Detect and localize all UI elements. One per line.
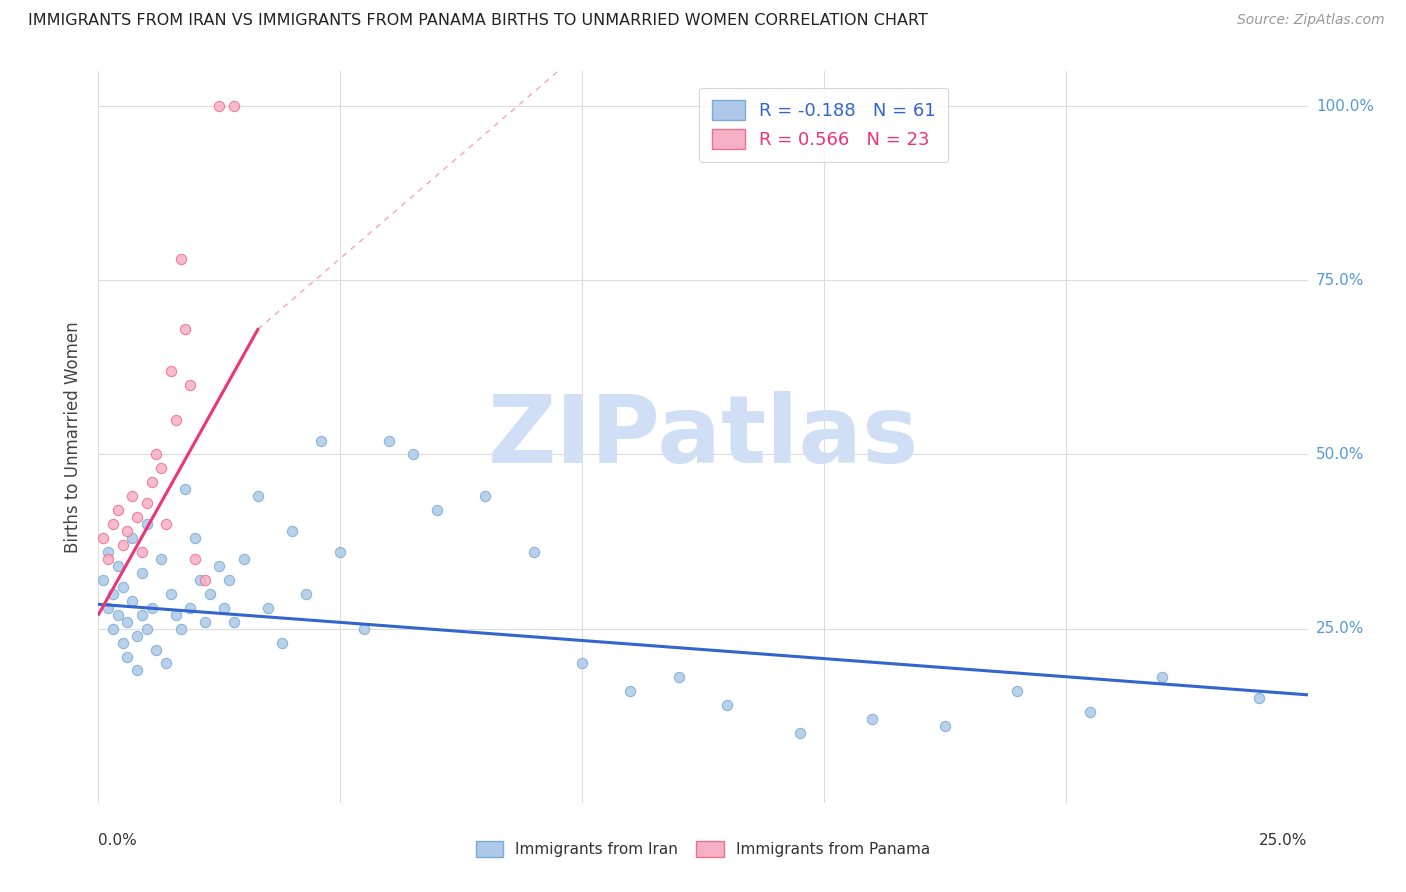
Text: IMMIGRANTS FROM IRAN VS IMMIGRANTS FROM PANAMA BIRTHS TO UNMARRIED WOMEN CORRELA: IMMIGRANTS FROM IRAN VS IMMIGRANTS FROM …: [28, 13, 928, 29]
Point: [1249, 691, 1271, 706]
Point: [281, 524, 304, 538]
Point: [107, 558, 129, 573]
Text: Source: ZipAtlas.com: Source: ZipAtlas.com: [1237, 13, 1385, 28]
Point: [184, 531, 207, 545]
Point: [135, 622, 157, 636]
Y-axis label: Births to Unmarried Women: Births to Unmarried Women: [65, 321, 83, 553]
Point: [155, 657, 177, 671]
Point: [222, 99, 245, 113]
Point: [169, 622, 191, 636]
Point: [145, 448, 167, 462]
Point: [198, 587, 221, 601]
Point: [179, 377, 201, 392]
Point: [474, 489, 496, 503]
Point: [150, 461, 173, 475]
Point: [160, 587, 183, 601]
Point: [523, 545, 546, 559]
Point: [256, 600, 278, 615]
Point: [232, 552, 254, 566]
Point: [295, 587, 318, 601]
Point: [188, 573, 211, 587]
Point: [135, 517, 157, 532]
Point: [111, 538, 134, 552]
Point: [141, 600, 163, 615]
Point: [145, 642, 167, 657]
Point: [619, 684, 641, 698]
Point: [194, 615, 217, 629]
Point: [184, 552, 207, 566]
Point: [91, 531, 114, 545]
Point: [107, 607, 129, 622]
Point: [668, 670, 690, 684]
Point: [174, 322, 197, 336]
Legend: Immigrants from Iran, Immigrants from Panama: Immigrants from Iran, Immigrants from Pa…: [468, 833, 938, 864]
Point: [222, 615, 245, 629]
Text: 50.0%: 50.0%: [1316, 447, 1364, 462]
Point: [1078, 705, 1101, 719]
Point: [218, 573, 240, 587]
Point: [121, 489, 143, 503]
Text: 25.0%: 25.0%: [1316, 621, 1364, 636]
Point: [377, 434, 399, 448]
Point: [860, 712, 883, 726]
Point: [97, 600, 120, 615]
Point: [117, 649, 139, 664]
Point: [91, 573, 114, 587]
Point: [101, 587, 124, 601]
Point: [165, 607, 187, 622]
Point: [247, 489, 270, 503]
Point: [131, 566, 153, 580]
Point: [107, 503, 129, 517]
Point: [571, 657, 593, 671]
Point: [160, 364, 183, 378]
Point: [121, 531, 143, 545]
Point: [111, 580, 134, 594]
Point: [165, 412, 187, 426]
Point: [117, 524, 139, 538]
Point: [141, 475, 163, 490]
Point: [97, 552, 120, 566]
Point: [353, 622, 375, 636]
Point: [150, 552, 173, 566]
Point: [934, 719, 956, 733]
Point: [789, 726, 811, 740]
Point: [169, 252, 191, 267]
Point: [426, 503, 449, 517]
Text: 100.0%: 100.0%: [1316, 99, 1374, 113]
Point: [131, 607, 153, 622]
Point: [174, 483, 197, 497]
Point: [101, 517, 124, 532]
Point: [127, 510, 149, 524]
Point: [208, 558, 231, 573]
Point: [97, 545, 120, 559]
Point: [1007, 684, 1029, 698]
Text: ZIPatlas: ZIPatlas: [488, 391, 918, 483]
Point: [179, 600, 201, 615]
Point: [194, 573, 217, 587]
Point: [1152, 670, 1174, 684]
Point: [402, 448, 425, 462]
Point: [121, 594, 143, 608]
Point: [155, 517, 177, 532]
Point: [329, 545, 352, 559]
Point: [101, 622, 124, 636]
Point: [131, 545, 153, 559]
Point: [271, 635, 294, 649]
Text: 75.0%: 75.0%: [1316, 273, 1364, 288]
Point: [212, 600, 235, 615]
Point: [208, 99, 231, 113]
Point: [117, 615, 139, 629]
Point: [111, 635, 134, 649]
Text: 0.0%: 0.0%: [98, 833, 138, 848]
Point: [309, 434, 332, 448]
Point: [127, 664, 149, 678]
Point: [135, 496, 157, 510]
Point: [127, 629, 149, 643]
Text: 25.0%: 25.0%: [1260, 833, 1308, 848]
Point: [716, 698, 738, 713]
